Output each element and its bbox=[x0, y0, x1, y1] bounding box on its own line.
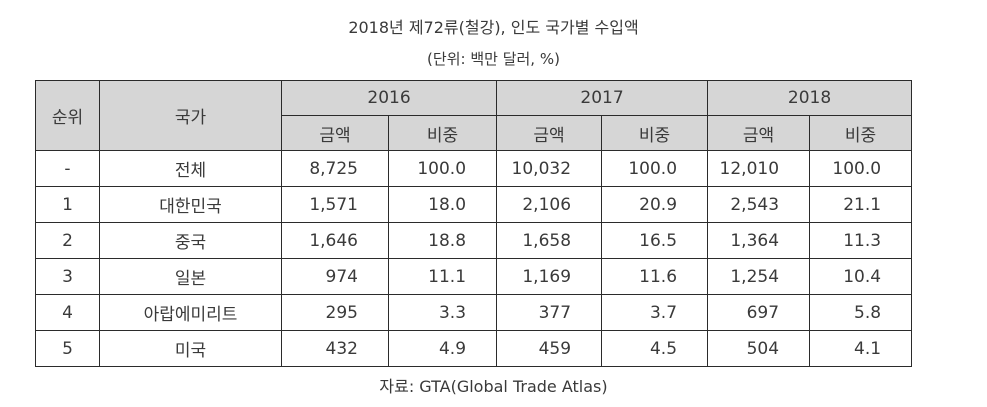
amount-2017-cell: 1,169 bbox=[496, 258, 603, 295]
share-2018-cell: 21.1 bbox=[809, 186, 913, 223]
amount-2018-cell: 12,010 bbox=[707, 150, 811, 187]
share-2016-cell: 3.3 bbox=[387, 294, 498, 331]
amount-2016-cell: 974 bbox=[281, 258, 389, 295]
country-cell: 중국 bbox=[99, 222, 282, 259]
share-2016-cell: 18.8 bbox=[387, 222, 498, 259]
amount-2018-cell: 1,364 bbox=[707, 222, 811, 259]
header-amount: 금액 bbox=[707, 115, 811, 151]
country-cell: 아랍에미리트 bbox=[99, 294, 282, 331]
share-2018-cell: 11.3 bbox=[809, 222, 913, 259]
table-row: 2 중국 1,646 18.8 1,658 16.5 1,364 11.3 bbox=[35, 222, 913, 259]
amount-2016-cell: 295 bbox=[281, 294, 389, 331]
amount-2016-cell: 1,646 bbox=[281, 222, 389, 259]
share-2018-cell: 100.0 bbox=[809, 150, 913, 187]
rank-cell: 5 bbox=[35, 330, 100, 367]
table-row: 4 아랍에미리트 295 3.3 377 3.7 697 5.8 bbox=[35, 294, 913, 331]
source-note: 자료: GTA(Global Trade Atlas) bbox=[379, 377, 608, 396]
header-amount: 금액 bbox=[281, 115, 389, 151]
amount-2017-cell: 2,106 bbox=[496, 186, 603, 223]
header-country: 국가 bbox=[99, 80, 282, 151]
rank-cell: 2 bbox=[35, 222, 100, 259]
header-share: 비중 bbox=[387, 115, 498, 151]
unit-note: (단위: 백만 달러, %) bbox=[427, 50, 560, 68]
share-2018-cell: 10.4 bbox=[809, 258, 913, 295]
share-2016-cell: 18.0 bbox=[387, 186, 498, 223]
share-2017-cell: 16.5 bbox=[601, 222, 709, 259]
table-row: 5 미국 432 4.9 459 4.5 504 4.1 bbox=[35, 330, 913, 367]
header-share: 비중 bbox=[601, 115, 709, 151]
header-year-2016: 2016 bbox=[280, 80, 498, 116]
import-table: 순위 국가 2016 2017 2018 금액 비중 금액 비중 금액 비중 -… bbox=[35, 80, 913, 367]
header-year-2017: 2017 bbox=[496, 80, 709, 116]
header-rank: 순위 bbox=[35, 80, 100, 151]
share-2017-cell: 11.6 bbox=[601, 258, 709, 295]
amount-2018-cell: 697 bbox=[707, 294, 811, 331]
share-2018-cell: 4.1 bbox=[809, 330, 913, 367]
amount-2017-cell: 377 bbox=[496, 294, 603, 331]
share-2018-cell: 5.8 bbox=[809, 294, 913, 331]
table-title: 2018년 제72류(철강), 인도 국가별 수입액 bbox=[348, 18, 639, 37]
rank-cell: - bbox=[35, 150, 100, 187]
amount-2017-cell: 10,032 bbox=[496, 150, 603, 187]
amount-2016-cell: 1,571 bbox=[281, 186, 389, 223]
country-cell: 미국 bbox=[99, 330, 282, 367]
table-row: 3 일본 974 11.1 1,169 11.6 1,254 10.4 bbox=[35, 258, 913, 295]
share-2017-cell: 100.0 bbox=[601, 150, 709, 187]
amount-2016-cell: 8,725 bbox=[281, 150, 389, 187]
amount-2018-cell: 1,254 bbox=[707, 258, 811, 295]
table-row: - 전체 8,725 100.0 10,032 100.0 12,010 100… bbox=[35, 150, 913, 187]
header-share: 비중 bbox=[809, 115, 913, 151]
rank-cell: 3 bbox=[35, 258, 100, 295]
header-amount: 금액 bbox=[496, 115, 603, 151]
share-2016-cell: 11.1 bbox=[387, 258, 498, 295]
country-cell: 전체 bbox=[99, 150, 282, 187]
amount-2018-cell: 2,543 bbox=[707, 186, 811, 223]
share-2017-cell: 3.7 bbox=[601, 294, 709, 331]
amount-2016-cell: 432 bbox=[281, 330, 389, 367]
country-cell: 대한민국 bbox=[99, 186, 282, 223]
rank-cell: 4 bbox=[35, 294, 100, 331]
share-2017-cell: 20.9 bbox=[601, 186, 709, 223]
country-cell: 일본 bbox=[99, 258, 282, 295]
share-2016-cell: 100.0 bbox=[387, 150, 498, 187]
header-year-2018: 2018 bbox=[707, 80, 913, 116]
table-row: 1 대한민국 1,571 18.0 2,106 20.9 2,543 21.1 bbox=[35, 186, 913, 223]
rank-cell: 1 bbox=[35, 186, 100, 223]
share-2016-cell: 4.9 bbox=[387, 330, 498, 367]
amount-2018-cell: 504 bbox=[707, 330, 811, 367]
amount-2017-cell: 1,658 bbox=[496, 222, 603, 259]
share-2017-cell: 4.5 bbox=[601, 330, 709, 367]
amount-2017-cell: 459 bbox=[496, 330, 603, 367]
